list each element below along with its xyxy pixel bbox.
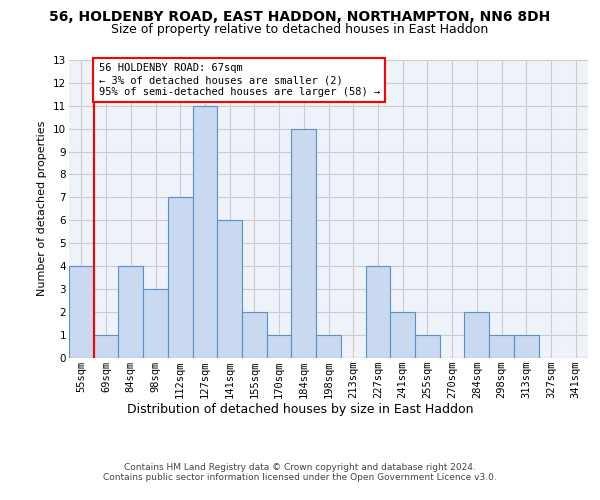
Bar bbox=[193, 106, 217, 358]
Bar bbox=[217, 220, 242, 358]
Bar bbox=[316, 334, 341, 357]
Bar bbox=[168, 198, 193, 358]
Y-axis label: Number of detached properties: Number of detached properties bbox=[37, 121, 47, 296]
Bar bbox=[415, 334, 440, 357]
Text: Size of property relative to detached houses in East Haddon: Size of property relative to detached ho… bbox=[112, 22, 488, 36]
Bar bbox=[69, 266, 94, 358]
Bar bbox=[489, 334, 514, 357]
Bar bbox=[118, 266, 143, 358]
Text: 56 HOLDENBY ROAD: 67sqm
← 3% of detached houses are smaller (2)
95% of semi-deta: 56 HOLDENBY ROAD: 67sqm ← 3% of detached… bbox=[98, 64, 380, 96]
Bar bbox=[390, 312, 415, 358]
Bar bbox=[365, 266, 390, 358]
Bar bbox=[94, 334, 118, 357]
Bar bbox=[464, 312, 489, 358]
Text: Contains HM Land Registry data © Crown copyright and database right 2024.
Contai: Contains HM Land Registry data © Crown c… bbox=[103, 462, 497, 482]
Bar bbox=[143, 289, 168, 358]
Bar bbox=[267, 334, 292, 357]
Bar bbox=[292, 128, 316, 358]
Bar bbox=[242, 312, 267, 358]
Bar bbox=[514, 334, 539, 357]
Text: 56, HOLDENBY ROAD, EAST HADDON, NORTHAMPTON, NN6 8DH: 56, HOLDENBY ROAD, EAST HADDON, NORTHAMP… bbox=[49, 10, 551, 24]
Text: Distribution of detached houses by size in East Haddon: Distribution of detached houses by size … bbox=[127, 402, 473, 415]
